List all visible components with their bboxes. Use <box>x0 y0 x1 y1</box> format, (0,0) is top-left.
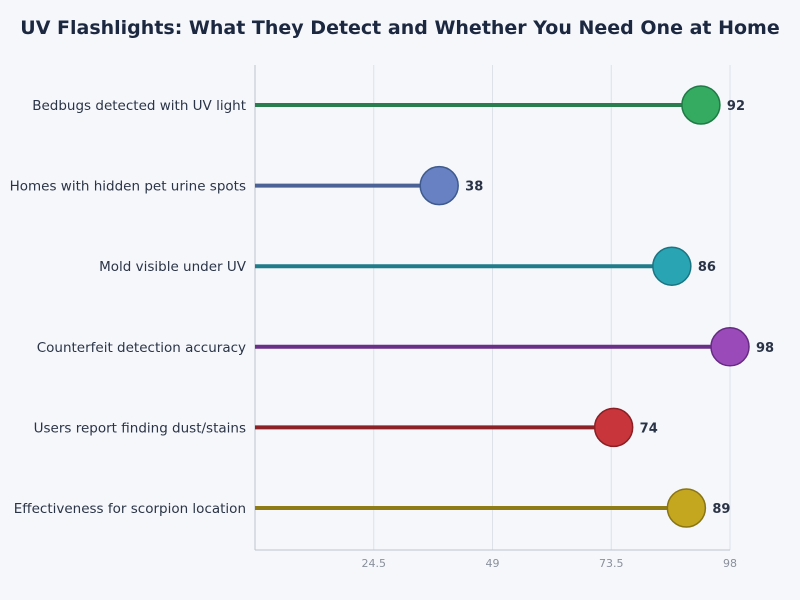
x-tick-labels: 24.5 49 73.5 98 <box>362 557 738 570</box>
lollipop-dot <box>710 327 750 367</box>
value-label: 98 <box>756 341 774 356</box>
category-label: Homes with hidden pet urine spots <box>10 179 246 195</box>
x-tick-label: 49 <box>486 557 500 570</box>
chart-title: UV Flashlights: What They Detect and Whe… <box>20 17 779 39</box>
lollipop-dot <box>652 246 692 286</box>
category-label: Effectiveness for scorpion location <box>14 501 246 517</box>
lollipop-dot <box>666 488 707 528</box>
lollipop-marks: Bedbugs detected with UV light 92 Homes wi… <box>10 85 774 528</box>
x-tick-label: 24.5 <box>362 557 387 570</box>
category-label: Users report finding dust/stains <box>34 420 246 436</box>
lollipop-dot <box>419 165 459 206</box>
value-label: 92 <box>727 99 745 114</box>
value-label: 89 <box>712 502 730 517</box>
value-label: 86 <box>698 260 716 275</box>
gridlines <box>373 65 731 550</box>
category-label: Counterfeit detection accuracy <box>37 340 246 356</box>
x-tick-label: 73.5 <box>599 557 624 570</box>
value-label: 38 <box>465 180 483 195</box>
lollipop-dot <box>681 85 721 125</box>
category-label: Mold visible under UV <box>99 259 247 275</box>
axes <box>254 65 730 551</box>
value-label: 74 <box>640 421 658 436</box>
category-label: Bedbugs detected with UV light <box>32 98 246 114</box>
x-tick-label: 98 <box>723 557 737 570</box>
lollipop-dot <box>593 407 634 448</box>
